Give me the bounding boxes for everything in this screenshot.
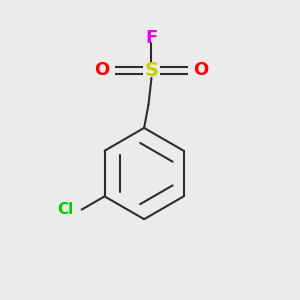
Text: O: O — [193, 61, 208, 80]
Text: O: O — [94, 61, 110, 80]
Text: F: F — [145, 29, 158, 47]
Text: S: S — [145, 61, 158, 80]
Text: Cl: Cl — [57, 202, 74, 217]
